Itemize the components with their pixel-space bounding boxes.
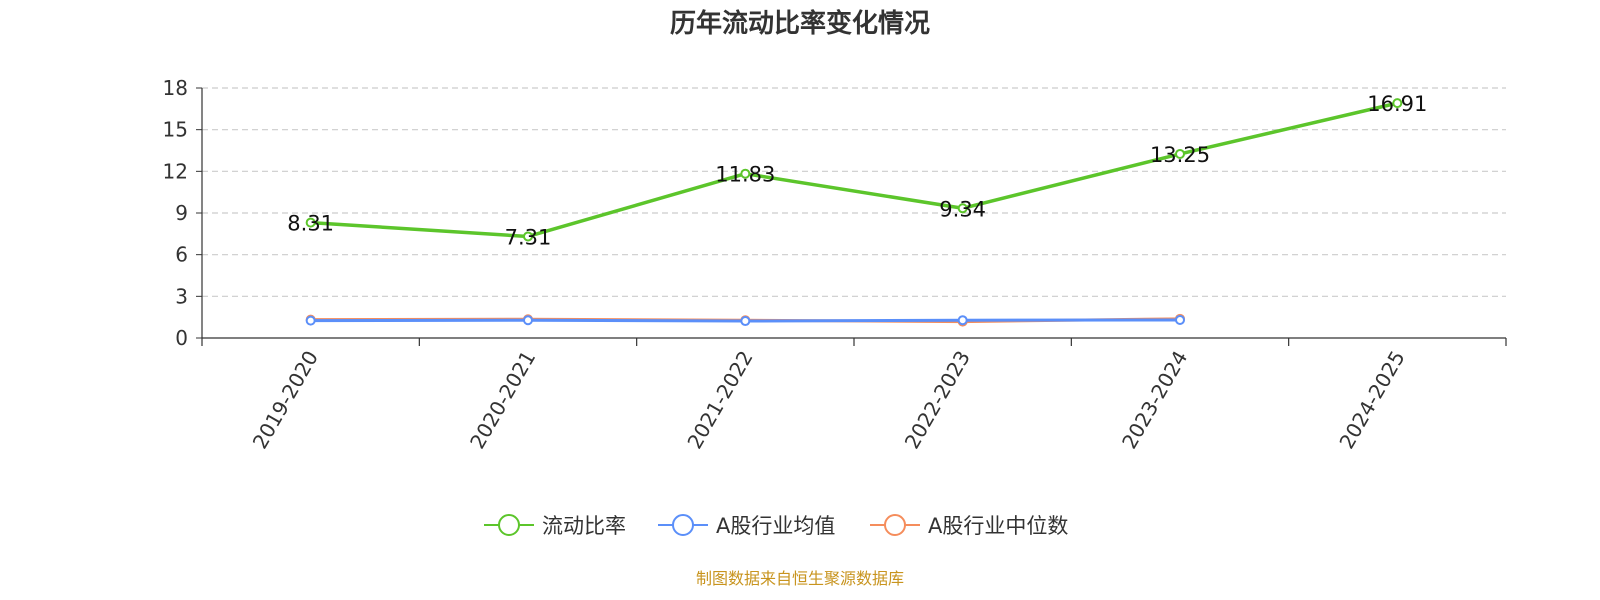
y-tick-label: 15	[163, 118, 188, 142]
data-point[interactable]	[1175, 314, 1185, 325]
y-tick-label: 0	[175, 326, 188, 350]
legend-item[interactable]: A股行业均值	[658, 514, 835, 538]
y-tick-label: 9	[175, 201, 188, 225]
x-tick-label: 2021-2022	[682, 347, 757, 453]
legend[interactable]: 流动比率 A股行业均值 A股行业中位数	[484, 514, 1068, 538]
legend-marker-icon	[672, 514, 694, 536]
x-tick-label: 2022-2023	[900, 347, 975, 453]
data-point[interactable]	[523, 315, 533, 326]
data-label: 16.91	[1367, 92, 1427, 116]
data-point[interactable]	[523, 231, 533, 242]
data-point[interactable]	[740, 168, 751, 179]
data-point[interactable]	[957, 315, 968, 326]
data-labels: 8.31 7.31 11.83 9.34 13.25 16.91	[287, 92, 1427, 249]
legend-label: A股行业均值	[716, 514, 835, 538]
data-label: 11.83	[715, 163, 775, 187]
grid-lines	[202, 87, 1506, 297]
data-point[interactable]	[740, 316, 751, 327]
axes: 0 3 6 9 12 15 18 2019-2020 2020-2021 2021-2022 202…	[163, 76, 1507, 453]
legend-label: 流动比率	[542, 514, 626, 538]
data-point[interactable]	[957, 203, 968, 214]
x-tick-label: 2023-2024	[1117, 347, 1192, 453]
y-tick-label: 3	[175, 284, 188, 308]
data-point[interactable]	[1175, 148, 1185, 159]
data-label: 7.31	[505, 225, 552, 249]
legend-label: A股行业中位数	[928, 514, 1068, 538]
source-note: 制图数据来自恒生聚源数据库	[696, 569, 904, 588]
legend-item[interactable]: A股行业中位数	[870, 514, 1068, 538]
y-tick-label: 12	[163, 159, 188, 183]
series-group	[305, 98, 1403, 327]
legend-marker-icon	[498, 514, 520, 536]
data-point[interactable]	[305, 217, 316, 228]
x-tick-label: 2019-2020	[248, 347, 323, 453]
legend-item[interactable]: 流动比率	[484, 514, 626, 538]
x-tick-label: 2024-2025	[1334, 347, 1409, 453]
y-tick-label: 18	[163, 76, 188, 100]
chart-title: 历年流动比率变化情况	[670, 8, 930, 39]
x-tick-label: 2020-2021	[465, 347, 540, 453]
data-label: 13.25	[1150, 143, 1210, 167]
series-line	[310, 101, 1398, 239]
data-point[interactable]	[1392, 98, 1403, 109]
y-tick-label: 6	[175, 243, 188, 267]
data-label: 9.34	[939, 197, 986, 221]
data-label: 8.31	[287, 212, 334, 236]
legend-marker-icon	[884, 514, 906, 536]
data-point[interactable]	[305, 315, 316, 326]
